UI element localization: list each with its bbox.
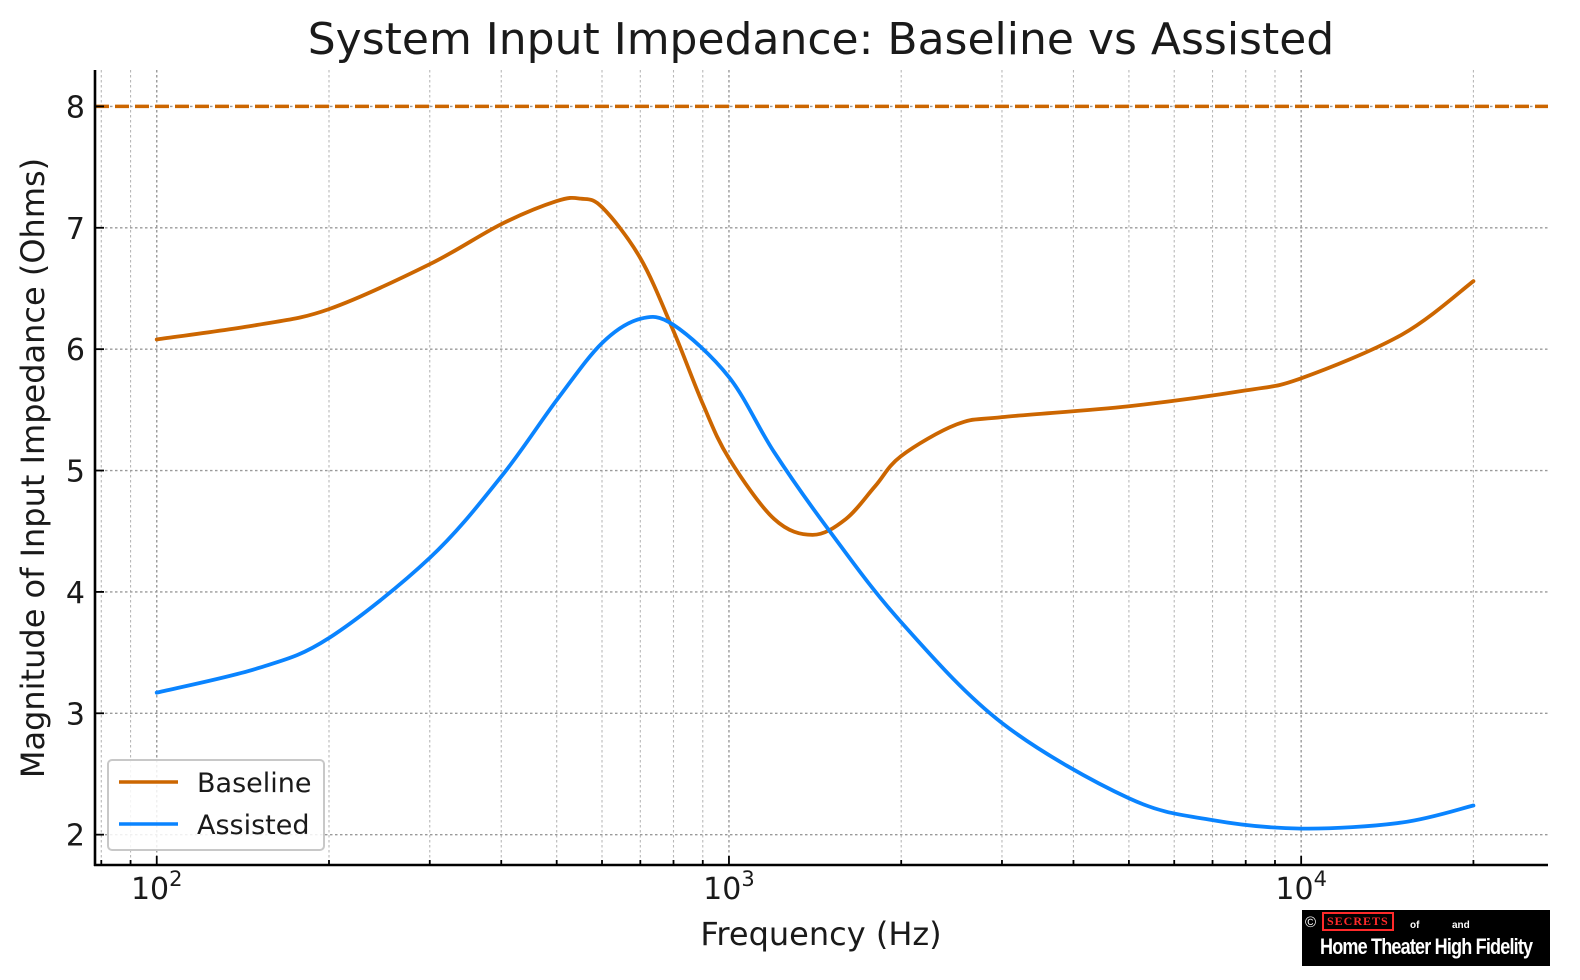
- secrets-watermark-logo: © SECRETS of and Home Theater High Fidel…: [1302, 910, 1550, 966]
- chart-title: System Input Impedance: Baseline vs Assi…: [308, 14, 1335, 65]
- axes: [93, 70, 1548, 867]
- ticks: 2 3 4 5 6 7 8 102 103 104: [66, 90, 1475, 907]
- watermark-copyright: ©: [1305, 914, 1317, 931]
- y-tick-label: 8: [66, 90, 85, 125]
- y-tick-label: 5: [66, 455, 85, 490]
- x-tick-label: 103: [703, 867, 755, 907]
- y-tick-label: 7: [66, 212, 85, 247]
- grid: [95, 70, 1548, 865]
- watermark-main-text: Home Theater High Fidelity: [1320, 934, 1533, 959]
- y-tick-label: 2: [66, 819, 85, 854]
- y-tick-label: 6: [66, 333, 85, 368]
- y-tick-label: 4: [66, 576, 85, 611]
- legend-baseline-label: Baseline: [197, 768, 311, 799]
- x-tick-label: 104: [1275, 867, 1327, 907]
- watermark-secrets: SECRETS: [1322, 912, 1394, 931]
- legend: Baseline Assisted: [107, 759, 325, 851]
- legend-assisted-label: Assisted: [197, 810, 310, 841]
- x-axis-label: Frequency (Hz): [700, 915, 941, 953]
- series-line-baseline: [154, 195, 1476, 537]
- x-tick-label: 102: [131, 867, 183, 907]
- series-group: [154, 195, 1476, 831]
- y-axis-label: Magnitude of Input Impedance (Ohms): [14, 158, 52, 778]
- watermark-of: of: [1410, 920, 1420, 931]
- series-line-assisted: [154, 314, 1476, 831]
- y-tick-label: 3: [66, 697, 85, 732]
- watermark-and: and: [1452, 920, 1470, 931]
